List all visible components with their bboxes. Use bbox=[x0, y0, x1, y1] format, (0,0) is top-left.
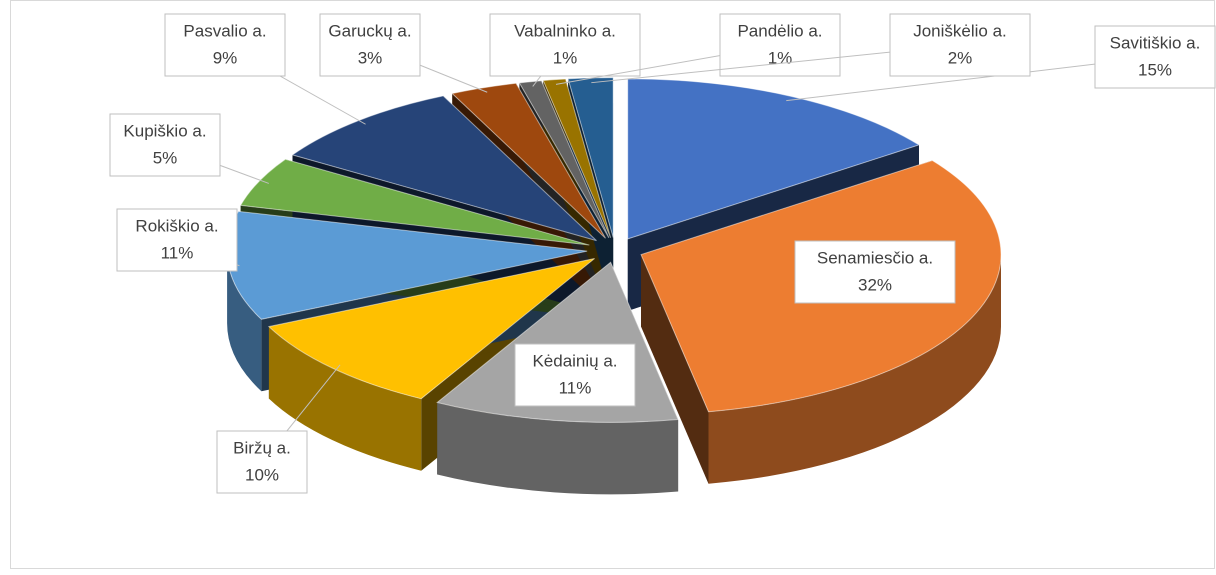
slice-label: Vabalninko a. bbox=[514, 21, 616, 40]
slice-label: Kupiškio a. bbox=[123, 121, 206, 140]
slice-value: 1% bbox=[553, 48, 578, 67]
slice-label: Savitiškio a. bbox=[1110, 33, 1201, 52]
slice-value: 11% bbox=[559, 378, 592, 397]
slice-label: Garuckų a. bbox=[328, 21, 411, 40]
slice-label: Pandėlio a. bbox=[737, 21, 822, 40]
slice-label: Senamiesčio a. bbox=[817, 248, 933, 267]
slice-label: Joniškėlio a. bbox=[913, 21, 1007, 40]
slice-label: Kėdainių a. bbox=[532, 351, 617, 370]
slice-value: 11% bbox=[161, 243, 194, 262]
slice-value: 3% bbox=[358, 48, 383, 67]
slice-value: 9% bbox=[213, 48, 238, 67]
slice-value: 15% bbox=[1138, 60, 1172, 79]
slice-label: Rokiškio a. bbox=[135, 216, 218, 235]
slice-value: 32% bbox=[858, 275, 892, 294]
slice-value: 10% bbox=[245, 465, 279, 484]
slice-label: Biržų a. bbox=[233, 438, 291, 457]
slice-label: Pasvalio a. bbox=[183, 21, 266, 40]
slice-value: 5% bbox=[153, 148, 178, 167]
slice-value: 2% bbox=[948, 48, 973, 67]
